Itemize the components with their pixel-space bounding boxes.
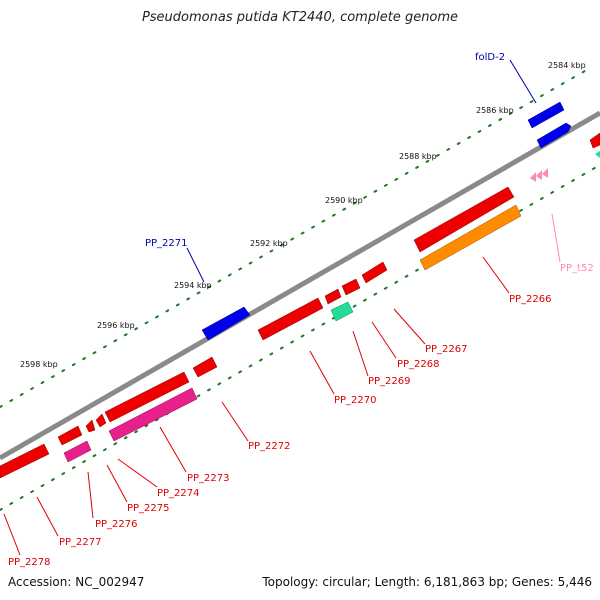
gene-PP_2268-block[interactable] xyxy=(341,278,361,296)
gene-PP_2267-block[interactable] xyxy=(361,261,388,284)
gene-partial-teal-right[interactable] xyxy=(595,151,600,158)
kbp-label-2590: 2590 kbp xyxy=(325,196,363,205)
gene-PP_2277-block[interactable] xyxy=(57,425,83,446)
kbp-label-2594: 2594 kbp xyxy=(174,281,212,290)
gene-label-PP_2273[interactable]: PP_2273 xyxy=(187,473,230,484)
gene-label-PP_2274[interactable]: PP_2274 xyxy=(157,488,200,499)
kbp-label-2586: 2586 kbp xyxy=(476,106,514,115)
gene-PP_2271[interactable] xyxy=(201,306,251,341)
kbp-label-2588: 2588 kbp xyxy=(399,152,437,161)
tick-ring-outer xyxy=(0,67,591,408)
gene-PP_2278-block[interactable] xyxy=(0,443,50,479)
gene-PP_2269-teal[interactable] xyxy=(330,301,354,322)
gene-folD-2-arrow[interactable] xyxy=(536,122,572,149)
gene-PP_2275-block[interactable] xyxy=(95,413,107,428)
accession-text: Accession: NC_002947 xyxy=(8,575,145,589)
gene-PP_2276-block[interactable] xyxy=(85,419,96,433)
gene-PP_2277-pink[interactable] xyxy=(63,440,92,463)
kbp-label-2592: 2592 kbp xyxy=(250,239,288,248)
gene-PP_2266-orange[interactable] xyxy=(419,204,522,271)
genome-backbone xyxy=(0,110,600,461)
gene-folD-2-top[interactable] xyxy=(527,101,565,129)
kbp-label-2598: 2598 kbp xyxy=(20,360,58,369)
gene-label-PP_2275[interactable]: PP_2275 xyxy=(127,503,170,514)
gene-label-PP_2269[interactable]: PP_2269 xyxy=(368,376,411,387)
gene-PP_2273-block[interactable] xyxy=(104,371,190,423)
gene-PP_2266-block[interactable] xyxy=(413,186,515,253)
map-title: Pseudomonas putida KT2440, complete geno… xyxy=(141,10,459,25)
gene-label-PP_2268[interactable]: PP_2268 xyxy=(397,359,440,370)
kbp-label-2584: 2584 kbp xyxy=(548,61,586,70)
gene-label-folD-2[interactable]: folD-2 xyxy=(475,52,505,63)
gene-PP_2269-block[interactable] xyxy=(324,288,342,305)
gene-PP_2272-block[interactable] xyxy=(192,356,218,378)
gene-PP_2270-block[interactable] xyxy=(257,297,324,341)
gene-label-PP_2278[interactable]: PP_2278 xyxy=(8,557,51,568)
gene-label-PP_2267[interactable]: PP_2267 xyxy=(425,344,468,355)
trna-PP_t52[interactable] xyxy=(530,168,548,182)
topology-text: Topology: circular; Length: 6,181,863 bp… xyxy=(262,575,592,589)
gene-label-PP_2276[interactable]: PP_2276 xyxy=(95,519,138,530)
gene-PP_2273-pink[interactable] xyxy=(108,387,198,442)
gene-label-PP_t52[interactable]: PP_t52 xyxy=(560,263,594,274)
kbp-label-2596: 2596 kbp xyxy=(97,321,135,330)
gene-label-PP_2266[interactable]: PP_2266 xyxy=(509,294,552,305)
gene-label-PP_2271[interactable]: PP_2271 xyxy=(145,238,188,249)
gene-partial-right[interactable] xyxy=(589,132,600,149)
gene-label-PP_2272[interactable]: PP_2272 xyxy=(248,441,291,452)
gene-label-PP_2270[interactable]: PP_2270 xyxy=(334,395,377,406)
gene-label-PP_2277[interactable]: PP_2277 xyxy=(59,537,102,548)
leader-lines xyxy=(3,59,561,556)
